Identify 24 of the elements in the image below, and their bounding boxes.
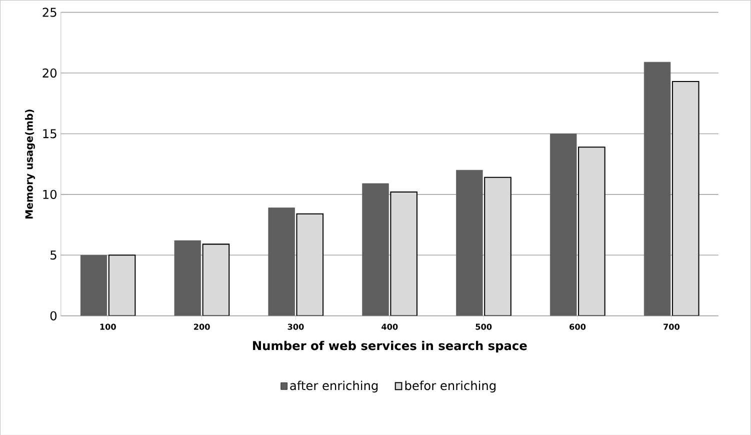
x-tick-label: 700 [664,324,680,330]
bar [672,80,700,316]
x-tick-label: 600 [570,324,586,330]
y-tick-label: 25 [42,8,56,17]
bar [578,146,606,316]
y-tick-label: 5 [50,250,56,260]
y-tick-label: 10 [43,190,57,199]
y-tick-label: 20 [42,68,57,78]
x-tick-label: 200 [194,324,210,330]
legend-label: after enriching [290,380,378,392]
legend-label: befor enriching [405,380,496,392]
x-tick-label: 300 [288,324,304,330]
y-tick-label: 0 [50,311,57,320]
y-axis-title: Memory usage(mb) [25,109,35,218]
x-tick-label: 500 [476,324,492,330]
y-tick-label: 15 [43,129,56,138]
bar [108,254,136,316]
bar [484,176,512,316]
x-tick-label: 400 [382,324,398,330]
bar [296,213,324,316]
x-axis-title: Number of web services in search space [253,340,527,352]
bar [202,243,230,316]
bar [390,191,418,316]
x-tick-label: 100 [100,324,116,330]
